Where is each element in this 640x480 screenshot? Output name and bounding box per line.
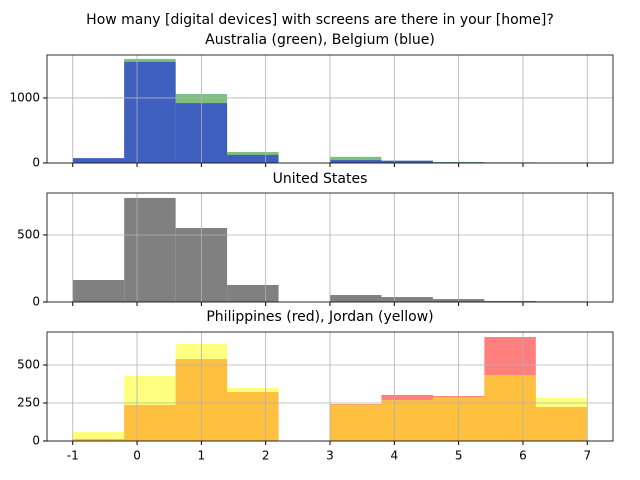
histogram-bar bbox=[330, 160, 382, 163]
chart-subtitle: Australia (green), Belgium (blue) bbox=[205, 32, 435, 48]
histogram-bar bbox=[124, 197, 176, 302]
histogram-bar bbox=[381, 160, 433, 163]
histogram-bar bbox=[72, 280, 125, 302]
x-tick-label: 3 bbox=[326, 449, 334, 463]
histogram-bar bbox=[330, 404, 382, 441]
y-tick-label: 500 bbox=[17, 357, 40, 371]
histogram-bar bbox=[330, 295, 382, 302]
chart-title: Philippines (red), Jordan (yellow) bbox=[206, 309, 433, 325]
chart-title: United States bbox=[273, 171, 368, 187]
histogram-bar bbox=[330, 156, 382, 163]
histogram-bar bbox=[72, 158, 125, 163]
histogram-bar bbox=[227, 387, 279, 441]
histogram-bar bbox=[381, 399, 433, 441]
histogram-bar bbox=[227, 284, 279, 302]
histogram-bar bbox=[535, 397, 588, 441]
x-tick-label: 5 bbox=[455, 449, 463, 463]
axes-frame bbox=[46, 192, 614, 303]
histogram-bar bbox=[484, 375, 536, 441]
x-tick-label: 7 bbox=[583, 449, 591, 463]
x-tick-label: 2 bbox=[262, 449, 270, 463]
y-tick-label: 0 bbox=[32, 295, 40, 309]
x-tick-label: 1 bbox=[198, 449, 206, 463]
histogram-bar bbox=[484, 300, 536, 302]
histogram-bar bbox=[381, 297, 433, 302]
axes-frame bbox=[46, 331, 614, 442]
y-tick-label: 0 bbox=[32, 434, 40, 448]
histogram-bar bbox=[124, 375, 176, 441]
x-tick-label: 6 bbox=[519, 449, 527, 463]
y-tick-label: 1000 bbox=[9, 90, 40, 104]
y-tick-label: 500 bbox=[17, 227, 40, 241]
x-tick-label: 0 bbox=[133, 449, 141, 463]
y-tick-label: 250 bbox=[17, 395, 40, 409]
histogram-bar bbox=[227, 154, 279, 163]
axes-frame bbox=[46, 54, 614, 164]
x-tick-label: -1 bbox=[67, 449, 79, 463]
histogram-bar bbox=[72, 431, 125, 441]
y-tick-label: 0 bbox=[32, 156, 40, 170]
histogram-bar bbox=[124, 61, 176, 163]
x-tick-label: 4 bbox=[390, 449, 398, 463]
figure-title: How many [digital devices] with screens … bbox=[86, 12, 554, 28]
